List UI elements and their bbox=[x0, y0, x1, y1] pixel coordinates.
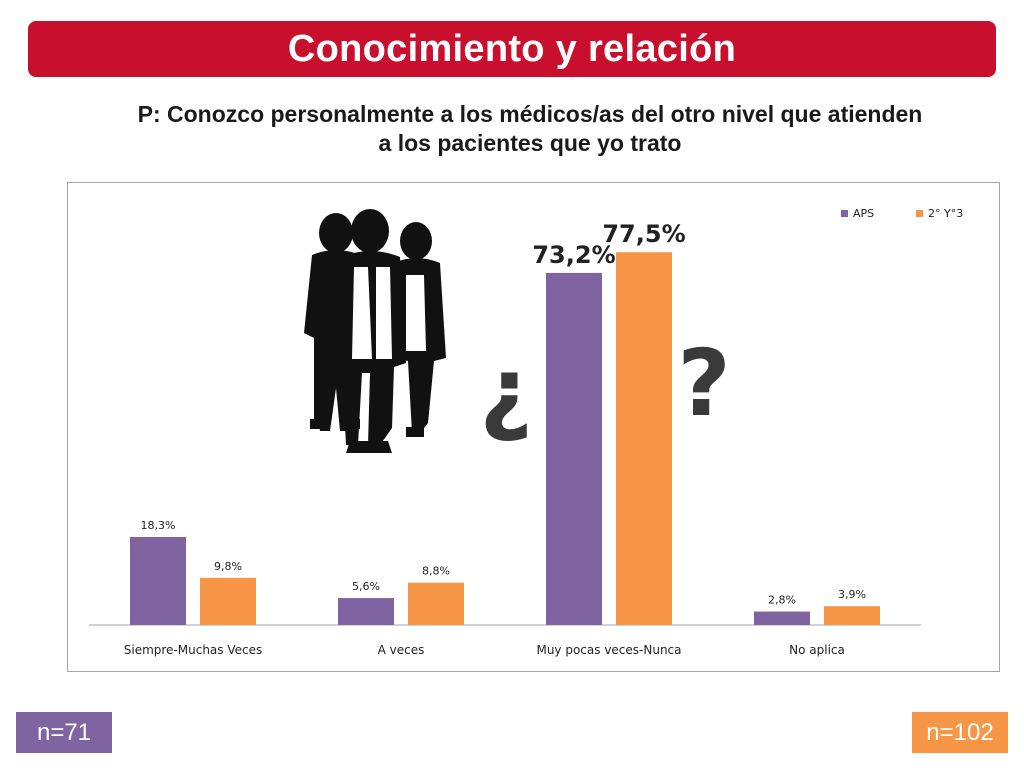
title-bar: Conocimiento y relación bbox=[28, 21, 996, 77]
bar-chart: ¿ ? APS 2° Y°3 18,3% 9,8% 5,6% 8,8% 73,2%77,… bbox=[89, 207, 963, 657]
legend-swatch-aps bbox=[841, 210, 848, 217]
data-label-aps-siempre-muchas-veces: 18,3% bbox=[141, 519, 176, 532]
bar-2-y-3-no-aplica bbox=[824, 606, 880, 625]
bar-aps-muy-pocas-veces-nunca bbox=[546, 272, 602, 625]
chart-legend: APS 2° Y°3 bbox=[841, 207, 963, 220]
chart-frame: ¿ ? APS 2° Y°3 18,3% 9,8% 5,6% 8,8% 73,2% 77,… bbox=[67, 182, 1000, 672]
category-label-muy-pocas-veces-nunca: Muy pocas veces-Nunca bbox=[536, 643, 681, 657]
category-label-siempre-muchas-veces: Siempre-Muchas Veces bbox=[124, 643, 263, 657]
doctors-silhouette-icon bbox=[304, 209, 446, 453]
bar-labels-group: 18,3% 9,8% 5,6% 8,8% 73,2%77,5% 2,8% 3,9% bbox=[141, 220, 866, 606]
bar-aps-siempre-muchas-veces bbox=[130, 536, 186, 625]
bars-group bbox=[130, 252, 880, 625]
data-label-aps-no-aplica: 2,8% bbox=[768, 594, 796, 607]
page-title: Conocimiento y relación bbox=[287, 27, 737, 70]
category-label-a-veces: A veces bbox=[378, 643, 425, 657]
legend-label-2y3: 2° Y°3 bbox=[928, 207, 963, 220]
bar-2-y-3-a-veces bbox=[408, 582, 464, 625]
data-label-aps-a-veces: 5,6% bbox=[352, 580, 380, 593]
category-labels-group: Siempre-Muchas Veces A veces Muy pocas vec… bbox=[124, 643, 845, 657]
data-label-aps-muy-pocas-veces-nunca: 73,2% bbox=[532, 241, 615, 269]
legend-label-aps: APS bbox=[853, 207, 874, 220]
data-label-2-y-3-siempre-muchas-veces: 9,8% bbox=[214, 560, 242, 573]
data-label-2-y-3-a-veces: 8,8% bbox=[422, 565, 450, 578]
legend-swatch-2y3 bbox=[916, 210, 923, 217]
bar-2-y-3-siempre-muchas-veces bbox=[200, 577, 256, 625]
sample-size-aps-badge: n=71 bbox=[16, 712, 112, 753]
bar-aps-a-veces bbox=[338, 598, 394, 625]
sample-size-2y3-badge: n=102 bbox=[912, 712, 1008, 753]
inverted-question-mark: ¿ bbox=[479, 338, 532, 445]
category-label-no-aplica: No aplica bbox=[789, 643, 845, 657]
question-line-2: a los pacientes que yo trato bbox=[378, 130, 682, 156]
question-text: P: Conozco personalmente a los médicos/a… bbox=[70, 100, 990, 158]
question-mark: ? bbox=[677, 330, 730, 437]
data-label-2-y-3-muy-pocas-veces-nunca: 77,5% bbox=[602, 220, 685, 248]
data-label-2-y-3-no-aplica: 3,9% bbox=[838, 588, 866, 601]
question-line-1: P: Conozco personalmente a los médicos/a… bbox=[137, 101, 923, 127]
bar-2-y-3-muy-pocas-veces-nunca bbox=[616, 252, 672, 625]
bar-aps-no-aplica bbox=[754, 611, 810, 625]
